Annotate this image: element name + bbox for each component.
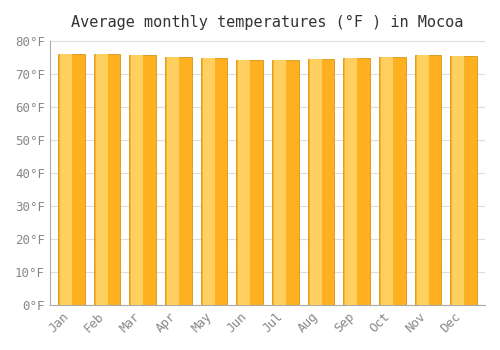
Bar <box>58 54 84 305</box>
Bar <box>379 57 406 305</box>
Bar <box>274 61 286 305</box>
Bar <box>308 59 334 305</box>
Bar <box>132 55 143 305</box>
Bar <box>343 58 370 305</box>
Bar <box>238 60 250 305</box>
Bar <box>202 58 214 305</box>
Bar <box>167 57 179 305</box>
Bar <box>94 55 120 305</box>
Bar <box>236 60 263 305</box>
Bar <box>200 58 228 305</box>
Bar <box>381 57 393 305</box>
Bar <box>272 61 298 305</box>
Bar <box>129 55 156 305</box>
Bar <box>450 56 477 305</box>
Bar <box>165 57 192 305</box>
Bar <box>416 55 428 305</box>
Bar <box>346 58 358 305</box>
Bar <box>96 55 108 305</box>
Bar <box>452 56 464 305</box>
Bar <box>414 55 442 305</box>
Bar <box>60 54 72 305</box>
Bar <box>310 59 322 305</box>
Title: Average monthly temperatures (°F ) in Mocoa: Average monthly temperatures (°F ) in Mo… <box>71 15 464 30</box>
